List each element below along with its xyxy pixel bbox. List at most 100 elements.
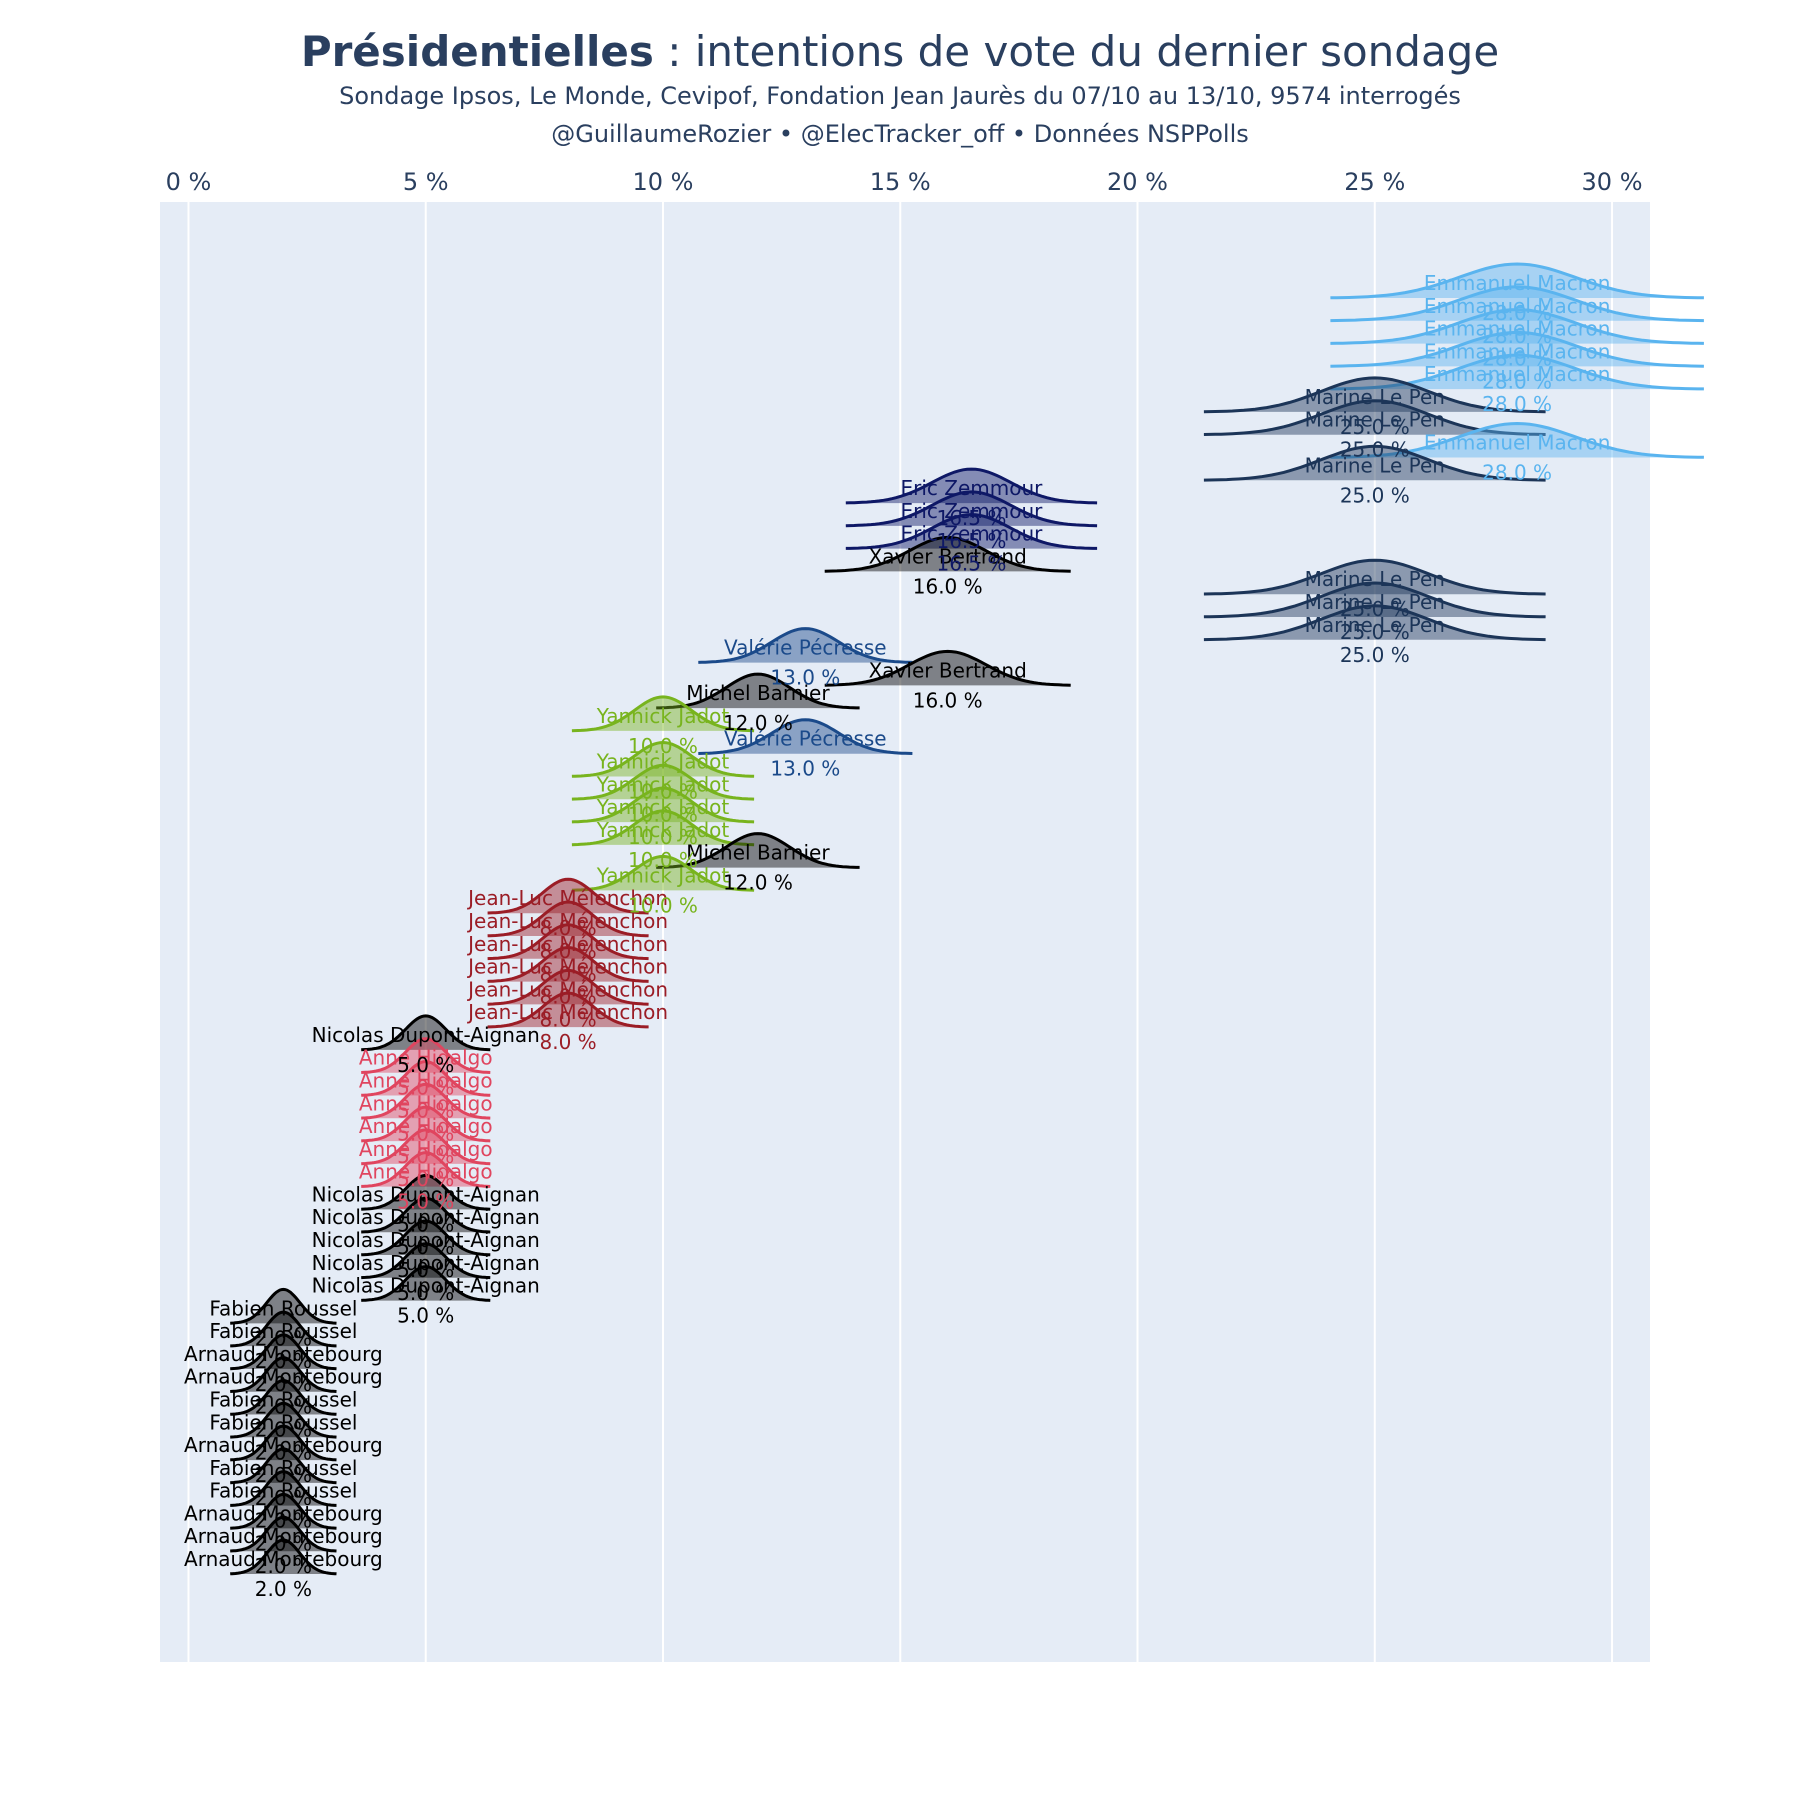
- density-line: [656, 672, 860, 710]
- value-label: 12.0 %: [723, 871, 793, 895]
- x-tick-label: 0 %: [166, 168, 212, 196]
- candidate-label: Jean-Luc Mélenchon: [466, 886, 668, 910]
- candidate-label: Arnaud Montebourg: [184, 1547, 383, 1571]
- candidate-label: Anne Hidalgo: [359, 1091, 493, 1115]
- value-label: 2.0 %: [255, 1418, 312, 1442]
- density-line: [824, 535, 1071, 573]
- trace-nicolas-dupont-aignan: [361, 1014, 491, 1052]
- value-label: 10.0 %: [628, 734, 698, 758]
- candidate-label: Michel Barnier: [686, 681, 830, 705]
- candidate-label: Nicolas Dupont-Aignan: [312, 1182, 540, 1206]
- value-label: 2.0 %: [255, 1395, 312, 1419]
- trace-emmanuel-macron: [1330, 421, 1704, 459]
- value-label: 28.0 %: [1482, 324, 1552, 348]
- trace-yannick-jadot: [571, 695, 755, 733]
- value-label: 5.0 %: [397, 1167, 454, 1191]
- value-label: 2.0 %: [255, 1463, 312, 1487]
- value-label: 16.0 %: [913, 574, 983, 598]
- density-line: [824, 649, 1071, 687]
- value-label: 10.0 %: [628, 848, 698, 872]
- trace-anne-hidalgo: [361, 1128, 491, 1166]
- candidate-label: Marine Le Pen: [1305, 408, 1445, 432]
- candidate-label: Jean-Luc Mélenchon: [466, 955, 668, 979]
- trace-arnaud-montebourg: [230, 1356, 337, 1393]
- density-line: [571, 809, 755, 847]
- value-label: 5.0 %: [397, 1235, 454, 1259]
- density-line: [1203, 444, 1546, 482]
- value-label: 5.0 %: [397, 1190, 454, 1214]
- trace-xavier-bertrand: [824, 535, 1071, 573]
- density-line: [361, 1196, 491, 1234]
- density-line: [361, 1151, 491, 1188]
- density-line: [845, 513, 1098, 550]
- candidate-label: Marine Le Pen: [1305, 613, 1445, 637]
- candidate-label: Nicolas Dupont-Aignan: [312, 1023, 540, 1047]
- candidate-label: Arnaud Montebourg: [184, 1433, 383, 1457]
- trace-fabien-roussel: [230, 1310, 337, 1348]
- trace-fabien-roussel: [230, 1470, 337, 1507]
- trace-fabien-roussel: [230, 1287, 337, 1325]
- trace-arnaud-montebourg: [230, 1333, 337, 1371]
- value-label: 25.0 %: [1340, 620, 1410, 644]
- trace-nicolas-dupont-aignan: [361, 1265, 491, 1302]
- value-label: 5.0 %: [397, 1121, 454, 1145]
- density-line: [487, 968, 649, 1006]
- value-label: 2.0 %: [255, 1326, 312, 1350]
- value-label: 8.0 %: [540, 985, 597, 1009]
- value-label: 25.0 %: [1340, 643, 1410, 667]
- value-label: 5.0 %: [397, 1053, 454, 1077]
- candidate-label: Nicolas Dupont-Aignan: [312, 1228, 540, 1252]
- candidate-label: Eric Zemmour: [900, 476, 1043, 500]
- trace-emmanuel-macron: [1330, 285, 1704, 323]
- value-label: 13.0 %: [770, 757, 840, 781]
- trace-jean-luc-melenchon: [487, 877, 649, 915]
- density-line: [230, 1515, 337, 1553]
- value-label: 10.0 %: [628, 893, 698, 917]
- density-line: [1203, 399, 1546, 436]
- value-label: 2.0 %: [255, 1531, 312, 1555]
- value-label: 8.0 %: [540, 939, 597, 963]
- density-line: [698, 718, 913, 755]
- x-tick-labels: 0 % 5 % 10 % 15 % 20 % 25 % 30 %: [166, 168, 1643, 196]
- x-tick-label: 20 %: [1107, 168, 1168, 196]
- density-line: [230, 1447, 337, 1485]
- density-line: [230, 1310, 337, 1348]
- value-label: 25.0 %: [1340, 483, 1410, 507]
- trace-eric-zemmour: [845, 490, 1098, 528]
- trace-michel-barnier: [656, 672, 860, 710]
- value-label: 8.0 %: [540, 962, 597, 986]
- value-label: 8.0 %: [540, 916, 597, 940]
- chart-title: Présidentielles : intentions de vote du …: [301, 27, 1499, 76]
- value-label: 12.0 %: [723, 711, 793, 735]
- value-label: 10.0 %: [628, 825, 698, 849]
- candidate-label: Eric Zemmour: [900, 499, 1043, 523]
- density-line: [361, 1014, 491, 1052]
- candidate-label: Valérie Pécresse: [724, 727, 887, 751]
- density-line: [571, 786, 755, 824]
- density-line: [1330, 421, 1704, 459]
- value-label: 2.0 %: [255, 1577, 312, 1601]
- density-line: [1203, 581, 1546, 619]
- candidate-label: Marine Le Pen: [1305, 567, 1445, 591]
- trace-yannick-jadot: [571, 763, 755, 801]
- value-label: 5.0 %: [397, 1258, 454, 1282]
- trace-jean-luc-melenchon: [487, 946, 649, 983]
- distribution-traces: [230, 262, 1704, 1576]
- density-line: [230, 1378, 337, 1416]
- density-line: [361, 1219, 491, 1257]
- candidate-label: Yannick Jadot: [596, 818, 730, 842]
- density-line: [698, 627, 913, 664]
- value-label: 25.0 %: [1340, 597, 1410, 621]
- density-line: [230, 1401, 337, 1439]
- density-line: [1330, 262, 1704, 300]
- candidate-label: Arnaud Montebourg: [184, 1524, 383, 1548]
- density-line: [361, 1059, 491, 1097]
- trace-eric-zemmour: [845, 467, 1098, 505]
- value-label: 5.0 %: [397, 1281, 454, 1305]
- chart-title-rest: : intentions de vote du dernier sondage: [654, 27, 1499, 76]
- density-line: [1330, 285, 1704, 323]
- trace-yannick-jadot: [571, 809, 755, 847]
- density-line: [571, 740, 755, 778]
